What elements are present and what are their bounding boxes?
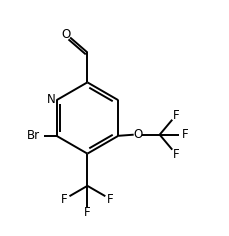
Text: F: F — [84, 206, 90, 219]
Text: N: N — [47, 93, 56, 105]
Text: O: O — [133, 128, 142, 141]
Text: F: F — [181, 128, 188, 141]
Text: F: F — [61, 193, 68, 206]
Text: F: F — [106, 193, 113, 206]
Text: O: O — [61, 28, 71, 41]
Text: Br: Br — [27, 129, 40, 142]
Text: F: F — [172, 109, 178, 122]
Text: F: F — [172, 148, 178, 160]
